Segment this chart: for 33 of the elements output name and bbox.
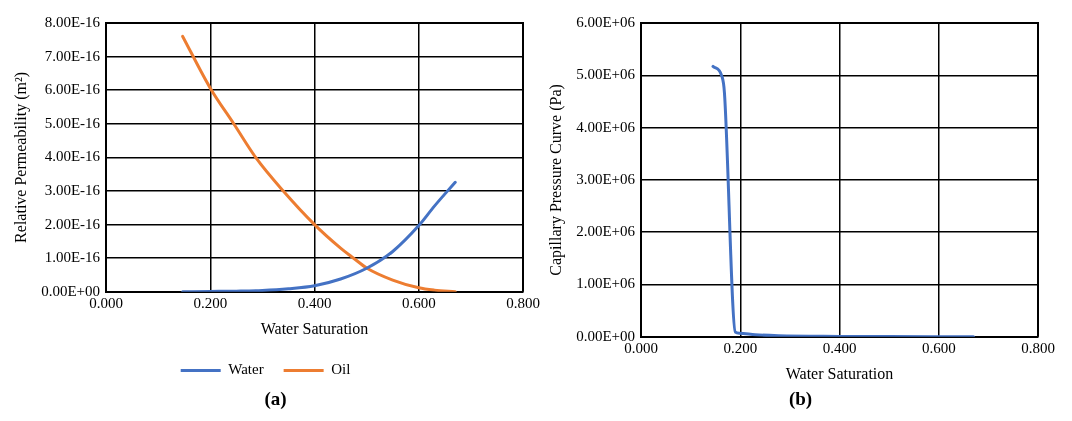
text: (b) [787,388,814,410]
y-axis-title: Relative Permeability (m²) [11,71,30,243]
y-tick-label: 7.00E-16 [44,47,101,64]
text: (a) [263,388,288,410]
x-tick-label: 0.800 [1021,339,1055,356]
line-series [711,64,975,337]
y-tick-label: 1.00E+06 [576,275,636,292]
y-tick-label: 6.00E-16 [44,81,101,98]
y-tick-label: 8.00E-16 [44,13,101,30]
x-axis-title: Water Saturation [260,319,369,337]
x-tick-label: 0.400 [822,339,857,356]
y-tick-label: 5.00E+06 [576,66,636,83]
x-tick-label: 0.200 [193,294,228,311]
x-tick-label: 0.200 [723,339,758,356]
x-tick-label: 0.600 [921,339,956,356]
x-tick-label: 0.400 [297,294,332,311]
y-tick-label: 3.00E+06 [576,170,636,187]
y-tick-label: 0.00E+00 [576,327,636,344]
y-tick-label: 2.00E-16 [44,215,101,232]
y-axis-title: Capillary Pressure Curve (Pa) [546,84,565,276]
x-axis-title: Water Saturation [785,364,894,382]
y-tick-label: 3.00E-16 [44,181,101,198]
x-tick-label: 0.600 [401,294,436,311]
y-tick-label: 2.00E+06 [576,223,636,240]
y-tick-label: 4.00E-16 [44,148,101,165]
y-tick-label: 5.00E-16 [44,114,101,131]
y-tick-label: 0.00E+00 [41,282,101,299]
legend-label: Oil [331,361,351,378]
y-tick-label: 4.00E+06 [576,118,636,135]
y-tick-label: 6.00E+06 [576,13,636,30]
y-tick-label: 1.00E-16 [44,249,101,266]
x-tick-label: 0.800 [506,294,540,311]
legend-label: Water [228,361,264,378]
